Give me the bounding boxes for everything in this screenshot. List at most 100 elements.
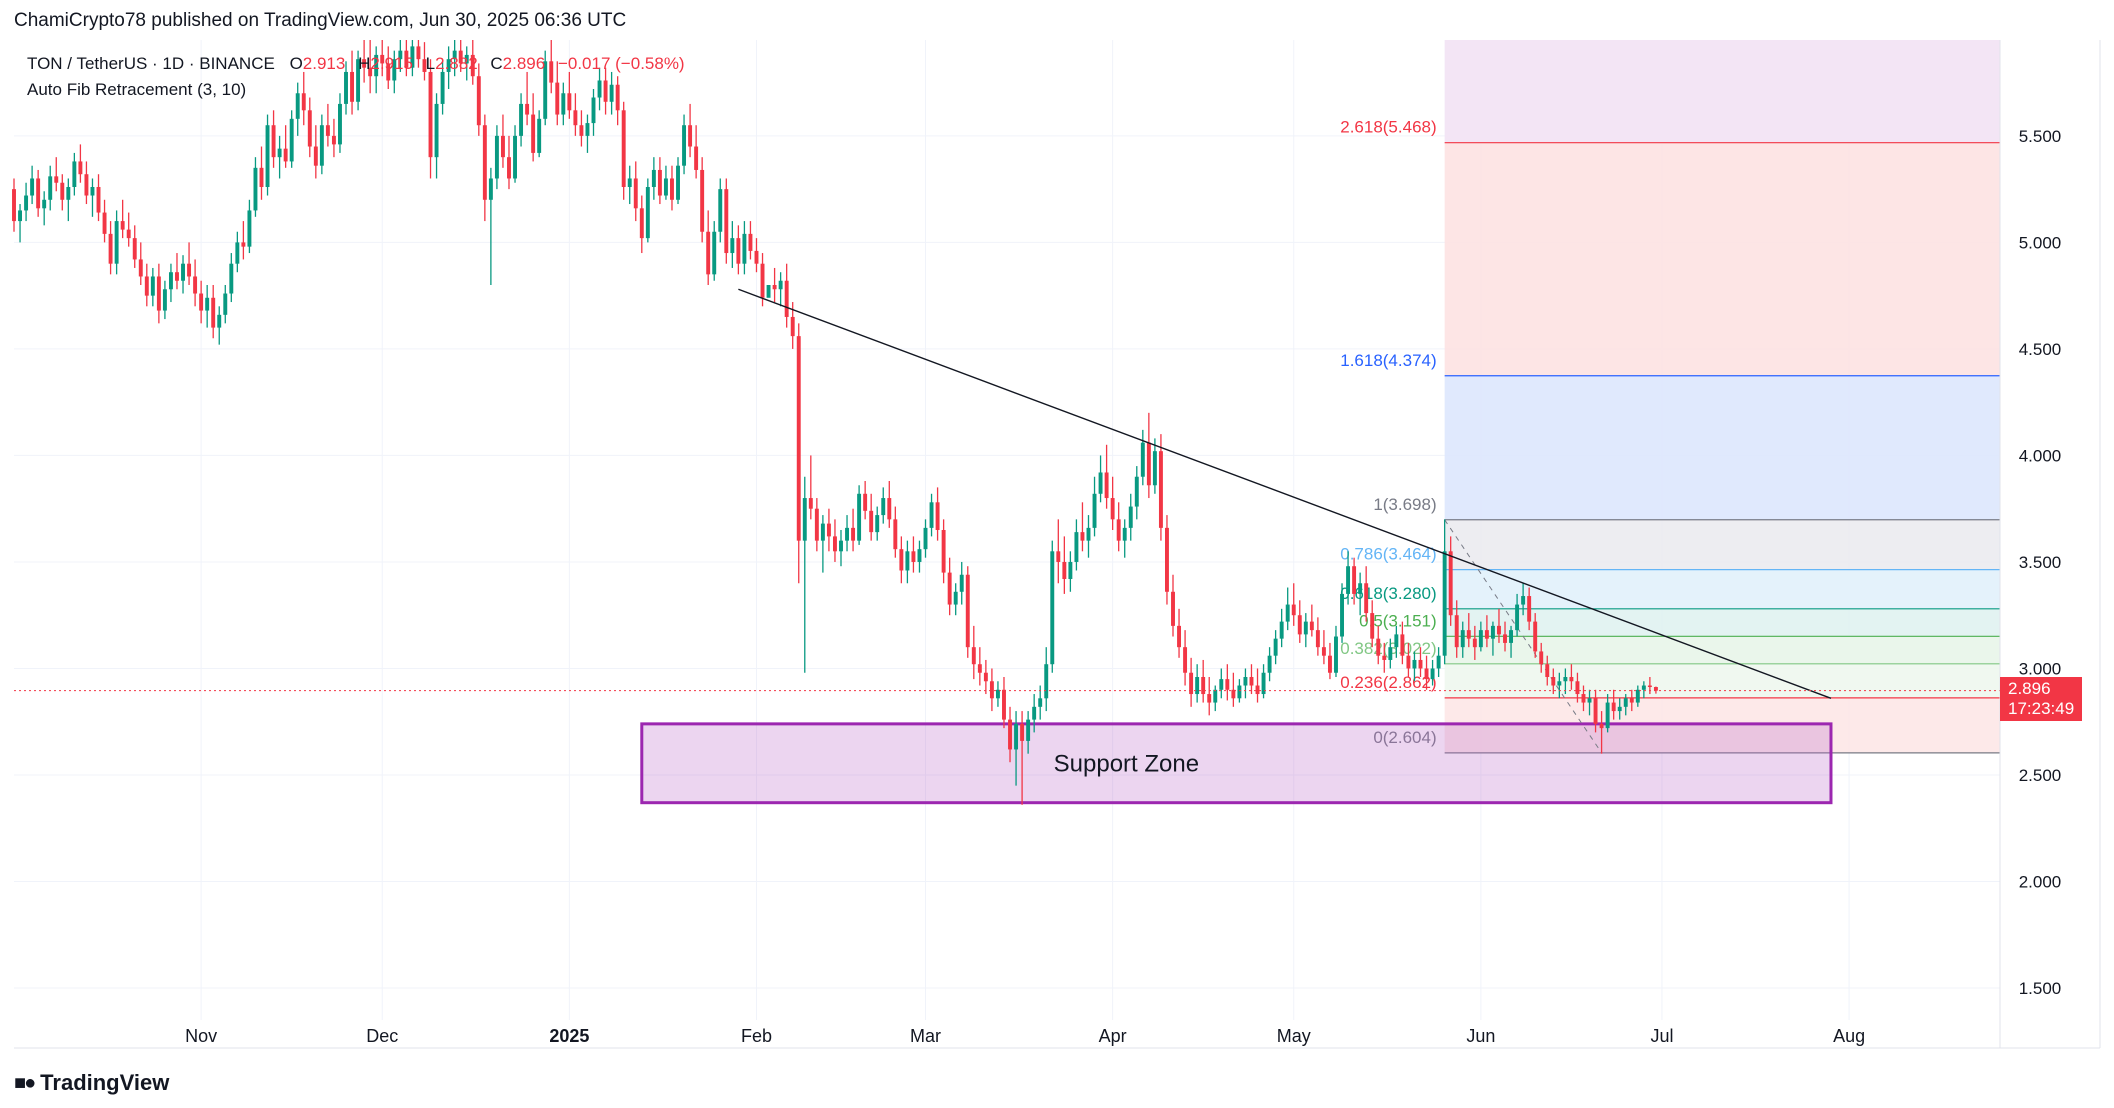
fib-anchor-line [1444, 519, 1603, 754]
candle-body [1020, 723, 1025, 741]
candle-body [712, 231, 717, 275]
candle-body [313, 146, 318, 166]
candle-body [965, 574, 970, 648]
change-value: −0.017 (−0.58%) [557, 54, 685, 73]
candle-body [1388, 647, 1393, 660]
candle-body [561, 93, 566, 115]
candle-body [1484, 630, 1489, 639]
low-label: L [425, 54, 436, 73]
y-tick-label: 2.000 [2019, 873, 2062, 892]
candle-body [1291, 604, 1296, 616]
candle-body [748, 233, 753, 251]
candle-body [1146, 442, 1151, 486]
candle-body [1521, 596, 1526, 605]
candle-body [54, 176, 59, 183]
high-value: 2.915 [370, 54, 413, 73]
candle-body [482, 125, 487, 200]
candle-body [150, 276, 155, 296]
fib-level-label: 0.786(3.464) [1340, 545, 1436, 564]
candle-body [995, 689, 1000, 699]
fib-level-label: 1(3.698) [1373, 495, 1436, 514]
candle-body [766, 285, 771, 298]
y-tick-label: 1.500 [2019, 979, 2062, 998]
candle-body [1599, 723, 1604, 729]
candle-body [1177, 625, 1182, 648]
last-price-tag: 2.896 17:23:49 [2000, 677, 2083, 721]
candle-body [760, 263, 765, 298]
candle-body [1442, 551, 1447, 656]
symbol-label: TON / TetherUS · 1D · BINANCE [27, 54, 275, 73]
candle-body [1503, 634, 1507, 643]
candle-body [350, 71, 355, 102]
candle-body [531, 114, 536, 153]
candle-body [1056, 551, 1061, 562]
candle-body [1261, 672, 1266, 695]
candle-body [1629, 698, 1634, 703]
candle-body [42, 199, 47, 209]
y-tick-label: 3.000 [2019, 659, 2062, 678]
candle-body [1026, 719, 1031, 741]
candle-body [1340, 593, 1344, 637]
candle-body [90, 187, 95, 196]
ohlc-legend: TON / TetherUS · 1D · BINANCE O2.913 H2.… [27, 54, 685, 74]
candle-body [911, 551, 916, 562]
candle-body [500, 135, 505, 158]
candle-body [670, 178, 674, 200]
candle-body [1478, 630, 1483, 648]
candle-body [48, 176, 53, 200]
fib-band [1444, 663, 2000, 698]
candle-body [1279, 621, 1284, 639]
candle-body [301, 93, 306, 111]
candle-body [935, 502, 940, 530]
candle-body [1297, 615, 1302, 635]
candle-body [555, 82, 560, 115]
candle-body [187, 263, 192, 277]
high-label: H [358, 54, 371, 73]
candle-body [1273, 638, 1278, 656]
candle-body [168, 272, 173, 290]
candle-body [579, 125, 584, 136]
candle-body [772, 285, 777, 290]
candle-body [1635, 689, 1640, 703]
candle-body [344, 71, 348, 104]
candle-body [754, 250, 759, 264]
candle-body [585, 123, 590, 136]
candle-body [1116, 519, 1121, 541]
candle-body [283, 148, 288, 162]
tradingview-logo[interactable]: ■● TradingView [14, 1070, 169, 1096]
fib-level-label: 0(2.604) [1373, 728, 1436, 747]
candle-body [458, 50, 463, 64]
support-zone-label: Support Zone [1054, 750, 1199, 777]
candle-body [217, 314, 222, 328]
candle-body [573, 110, 578, 126]
candle-body [96, 187, 101, 213]
candle-body [1014, 723, 1019, 750]
candle-body [338, 103, 342, 145]
open-value: 2.913 [302, 54, 346, 73]
candle-body [205, 297, 210, 311]
candle-body [1062, 561, 1067, 579]
candle-body [464, 54, 469, 64]
candle-body [422, 59, 427, 72]
low-value: 2.882 [435, 54, 478, 73]
candle-body [199, 293, 204, 311]
fib-level-label: 0.5(3.151) [1359, 611, 1437, 630]
candle-body [368, 67, 373, 77]
candle-body [1219, 679, 1224, 690]
candle-body [700, 169, 705, 232]
candle-body [247, 210, 252, 247]
candle-body [826, 523, 831, 537]
candle-body [651, 169, 656, 187]
candle-body [416, 46, 421, 60]
candle-body [452, 50, 457, 60]
candle-body [1038, 698, 1043, 707]
candle-body [488, 178, 493, 200]
candle-body [1358, 583, 1363, 594]
candle-body [1231, 689, 1236, 699]
indicator-legend: Auto Fib Retracement (3, 10) [27, 80, 247, 99]
candle-body [1400, 634, 1405, 656]
y-tick-label: 2.500 [2019, 766, 2062, 785]
candle-body [1527, 596, 1532, 622]
candle-body [1321, 647, 1326, 656]
